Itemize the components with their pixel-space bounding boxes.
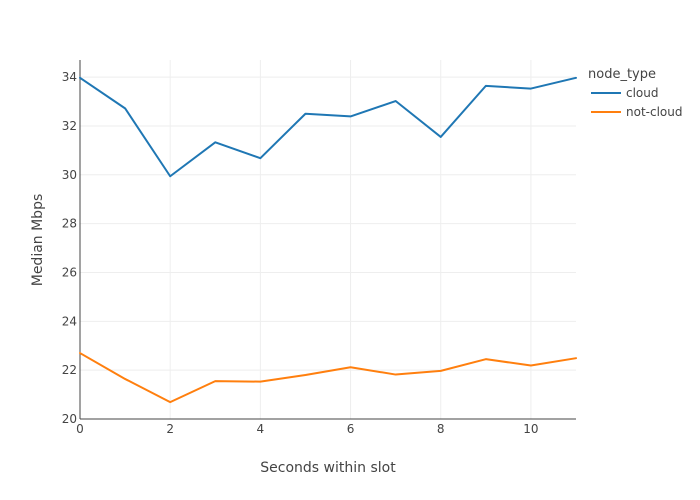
- series-line-cloud: [79, 76, 577, 178]
- legend: node_type cloud not-cloud: [588, 67, 682, 119]
- legend-title: node_type: [588, 67, 656, 82]
- legend-items: cloud not-cloud: [591, 86, 682, 119]
- x-tick-label: 2: [166, 422, 174, 436]
- y-tick-label: 24: [62, 314, 77, 328]
- y-tick-label: 30: [62, 168, 77, 182]
- legend-label-cloud: cloud: [626, 86, 659, 100]
- legend-label-not-cloud: not-cloud: [626, 105, 682, 119]
- y-tick-label: 32: [62, 119, 77, 133]
- axes-layer: [79, 60, 576, 420]
- grid-layer: [79, 60, 576, 420]
- x-tick-label: 6: [347, 422, 355, 436]
- y-tick-label: 20: [62, 412, 77, 426]
- y-tick-label: 26: [62, 265, 77, 279]
- series-line-not-cloud: [79, 352, 577, 404]
- y-tick-label: 34: [62, 70, 77, 84]
- x-tick-label: 8: [437, 422, 445, 436]
- y-tick-label: 28: [62, 217, 77, 231]
- series-layer: [79, 76, 577, 404]
- x-tick-label: 10: [523, 422, 538, 436]
- x-tick-label: 4: [257, 422, 265, 436]
- y-axis-title: Median Mbps: [30, 194, 46, 287]
- y-tick-label: 22: [62, 363, 77, 377]
- x-axis-title: Seconds within slot: [260, 460, 396, 476]
- x-tick-label: 0: [76, 422, 84, 436]
